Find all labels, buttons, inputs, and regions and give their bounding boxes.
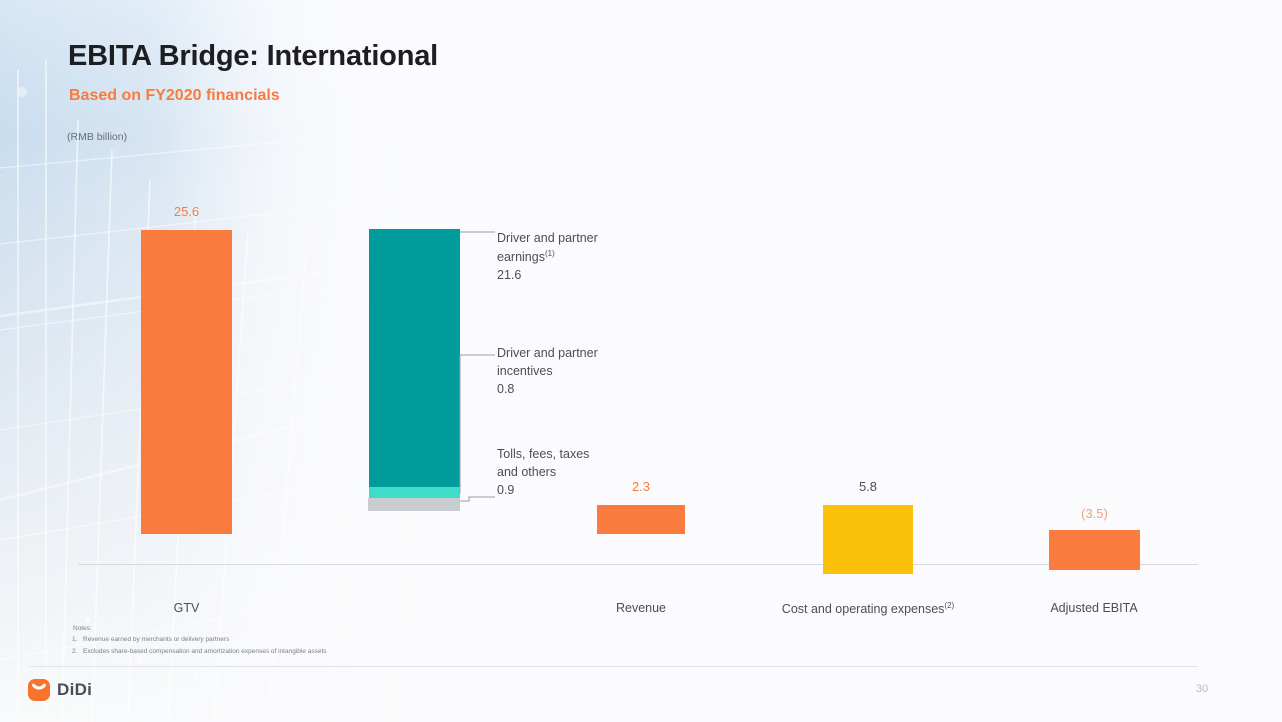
callout-tolls-line3: others bbox=[521, 464, 557, 479]
didi-logo-icon bbox=[28, 679, 50, 701]
callout-tolls-line2: taxes and bbox=[497, 447, 590, 479]
callout-earnings-line3: earnings bbox=[497, 249, 545, 264]
bar-value-revenue: 2.3 bbox=[631, 479, 651, 494]
bar-segment-driver-and-partner-incentives bbox=[369, 487, 460, 498]
footnotes-heading: Notes: bbox=[73, 625, 92, 632]
category-label-gtv: GTV bbox=[173, 601, 200, 615]
callout-incentives-line2: incentives bbox=[497, 363, 553, 378]
page-title: EBITA Bridge: International bbox=[68, 40, 438, 72]
category-label-adjusted-ebita: Adjusted EBITA bbox=[1050, 601, 1138, 615]
bar-value-adjusted-ebita: (3.5) bbox=[1081, 506, 1108, 521]
callout-earnings-value: 21.6 bbox=[497, 267, 522, 282]
page-subtitle: Based on FY2020 financials bbox=[69, 87, 280, 104]
bar-gtv bbox=[141, 230, 232, 534]
callout-tolls-fees-taxes-and-others: Tolls, fees, taxes and others 0.9 bbox=[497, 446, 597, 499]
didi-logo-wordmark: DiDi bbox=[57, 680, 93, 699]
callout-tolls-line1: Tolls, fees, bbox=[497, 447, 557, 461]
didi-logo: DiDi bbox=[27, 678, 92, 702]
bar-cost-and-operating-expenses bbox=[823, 505, 913, 574]
callout-incentives-line1: Driver and partner bbox=[497, 346, 598, 360]
bar-value-cost-and-operating-expenses: 5.8 bbox=[858, 479, 878, 494]
callout-incentives-value: 0.8 bbox=[497, 381, 515, 396]
callout-earnings-line2: partner bbox=[558, 231, 598, 245]
category-label-cost-footnote-marker: (2) bbox=[944, 601, 955, 610]
footer-divider bbox=[30, 666, 1198, 667]
callout-driver-and-partner-earnings: Driver and partner earnings(1) 21.6 bbox=[497, 230, 607, 284]
footnote-number: 2. bbox=[72, 647, 78, 655]
category-label-cost-and-operating-expenses: Cost and operating expenses(2) bbox=[758, 601, 978, 616]
callout-driver-and-partner-incentives: Driver and partner incentives 0.8 bbox=[497, 345, 627, 398]
bar-revenue bbox=[597, 505, 685, 534]
category-label-revenue: Revenue bbox=[615, 601, 667, 615]
page-number: 30 bbox=[1196, 683, 1209, 695]
footnotes: Notes: 1. Revenue earned by merchants or … bbox=[72, 623, 327, 657]
footnote-item: 2. Excludes share-based compensation and … bbox=[72, 646, 327, 657]
chart-unit-label: (RMB billion) bbox=[67, 131, 128, 143]
footnote-text: Excludes share-based compensation and am… bbox=[83, 647, 327, 655]
bar-value-gtv: 25.6 bbox=[173, 204, 200, 219]
footnote-item: 1. Revenue earned by merchants or deliver… bbox=[72, 634, 327, 645]
callout-earnings-line1: Driver and bbox=[497, 231, 555, 245]
footnote-number: 1. bbox=[72, 636, 78, 644]
bar-adjusted-ebita bbox=[1049, 530, 1140, 570]
bar-bridge-stack bbox=[368, 229, 460, 511]
bar-segment-tolls-fees-taxes-and-others bbox=[368, 498, 460, 511]
footnotes-list: 1. Revenue earned by merchants or deliver… bbox=[72, 634, 327, 657]
callout-tolls-value: 0.9 bbox=[497, 482, 515, 497]
chart-baseline bbox=[78, 564, 1198, 565]
footnote-text: Revenue earned by merchants or delivery … bbox=[83, 636, 230, 644]
category-label-cost-text: Cost and operating expenses bbox=[781, 602, 945, 617]
bar-segment-driver-and-partner-earnings bbox=[369, 229, 460, 487]
callout-earnings-footnote-marker: (1) bbox=[544, 248, 555, 258]
